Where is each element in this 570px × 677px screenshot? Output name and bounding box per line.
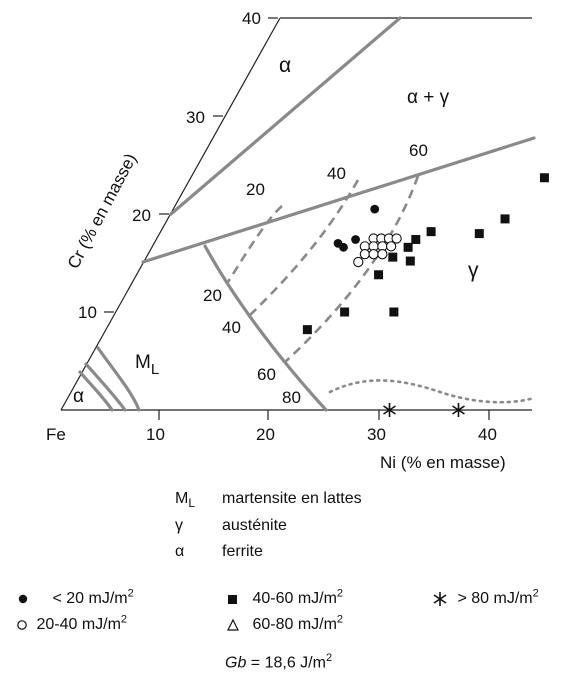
phase-legend-ml: ML martensite en lattes — [175, 490, 362, 511]
region-alpha-label: α — [279, 54, 291, 77]
contour-label-solid-80: 80 — [282, 388, 301, 407]
point-20-40 — [385, 241, 397, 252]
contour-dashed-60 — [284, 175, 420, 363]
region-alpha-gamma-label: α + γ — [407, 87, 450, 108]
phase-symbol-gamma: γ — [175, 517, 183, 534]
tick-labels: Fe 10 20 30 40 10 20 30 40 — [46, 9, 497, 444]
phase-text-ml: martensite en lattes — [222, 490, 362, 507]
point-40-60 — [403, 242, 413, 252]
legend-open-circle-icon — [17, 620, 27, 630]
region-alpha-corner-label: α — [73, 386, 84, 407]
alpha-corner-curve-2 — [84, 362, 127, 412]
contour-dashed-40 — [246, 179, 360, 319]
contour-solid-80 — [203, 244, 328, 412]
legend-20-40: 20-40 mJ/m2 — [16, 614, 127, 634]
y-tick-label-30: 30 — [186, 108, 205, 127]
legend-lt-20-text: < 20 mJ/m2 — [52, 588, 134, 608]
legend-lt-20: < 20 mJ/m2 — [18, 588, 134, 608]
legend-20-40-text: 20-40 mJ/m2 — [36, 614, 128, 634]
region-ml-sub: L — [151, 361, 159, 378]
x-tick-label-20: 20 — [256, 425, 275, 444]
points-20-40 — [353, 233, 402, 268]
contour-dashed-20 — [226, 205, 283, 283]
point-40-60 — [426, 227, 436, 237]
point-40-60 — [340, 307, 350, 317]
legend-filled-circle-icon — [18, 594, 28, 604]
contour-label-solid-40: 40 — [222, 318, 241, 337]
legend-gt-80: > 80 mJ/m2 — [431, 588, 539, 608]
points-lt-20 — [333, 204, 380, 252]
contour-label-dashed-20: 20 — [246, 180, 265, 199]
phase-legend-gamma: γ austénite — [175, 517, 287, 535]
y-tick-label-20: 20 — [132, 206, 151, 225]
point-gt-80 — [452, 403, 465, 417]
point-40-60 — [500, 214, 510, 224]
x-axis-title: Ni (% en masse) — [380, 453, 506, 472]
point-lt-20 — [351, 235, 360, 244]
y-tick-label-10: 10 — [78, 303, 97, 322]
legend-gt-80-text: > 80 mJ/m2 — [457, 588, 539, 608]
contour-label-dashed-60: 60 — [409, 141, 428, 160]
point-40-60 — [374, 270, 384, 280]
point-40-60 — [411, 234, 421, 244]
phase-text-alpha: ferrite — [222, 543, 263, 560]
point-20-40 — [368, 249, 379, 260]
point-20-40 — [353, 256, 364, 268]
contour-label-dashed-40: 40 — [327, 164, 346, 183]
point-40-60 — [539, 173, 549, 183]
point-40-60 — [474, 229, 484, 239]
region-ml-label: ML — [135, 352, 159, 378]
phase-text-gamma: austénite — [222, 517, 287, 534]
gb-value: Gb = 18,6 J/m2 — [225, 652, 332, 672]
legend-60-80-text: 60-80 mJ/m2 — [252, 614, 344, 634]
x-tick-label-30: 30 — [367, 425, 386, 444]
legend-asterisk-icon — [433, 592, 447, 607]
points-40-60 — [302, 173, 549, 335]
gb-symbol: Gb — [225, 654, 247, 672]
point-20-40 — [359, 249, 371, 260]
gb-text: = 18,6 J/m — [250, 654, 326, 672]
y-axis-title: Cr (% en masse) — [64, 150, 141, 272]
gb-sup: 2 — [325, 652, 333, 664]
legend-40-60: 40-60 mJ/m2 — [226, 588, 343, 608]
dashed-contours — [226, 175, 420, 363]
ticks — [104, 17, 490, 420]
m-l-boundary-curve — [96, 346, 141, 412]
point-40-60 — [302, 325, 312, 335]
point-40-60 — [405, 256, 415, 266]
legend-60-80: 60-80 mJ/m2 — [226, 614, 343, 634]
x-tick-label-40: 40 — [478, 425, 497, 444]
phase-legend-alpha: α ferrite — [175, 543, 263, 561]
contour-label-solid-20: 20 — [203, 286, 222, 305]
point-lt-20 — [339, 242, 348, 252]
phase-symbol-ml: ML — [175, 490, 196, 511]
alpha-corner-curve-1 — [78, 370, 114, 412]
x-origin-label: Fe — [46, 425, 66, 444]
region-ml-main: M — [135, 352, 151, 373]
point-lt-20 — [370, 204, 380, 214]
y-tick-label-40: 40 — [242, 9, 261, 28]
region-gamma-label: γ — [468, 259, 479, 282]
x-tick-label-10: 10 — [146, 425, 165, 444]
legend-filled-square-icon — [228, 595, 237, 605]
point-40-60 — [389, 307, 399, 317]
contour-labels: 20 40 60 20 40 60 80 — [203, 141, 428, 407]
phase-boundaries — [78, 16, 536, 412]
point-20-40 — [391, 233, 402, 244]
alpha-upper-boundary — [169, 16, 402, 216]
legend-open-triangle-icon — [227, 618, 239, 631]
point-gt-80 — [383, 403, 396, 417]
point-40-60 — [388, 252, 398, 262]
points-gt-80 — [383, 403, 465, 417]
point-20-40 — [377, 249, 388, 260]
phase-symbol-alpha: α — [175, 543, 185, 560]
contour-label-solid-60: 60 — [257, 365, 276, 384]
dotted-boundary-curve — [328, 379, 536, 404]
schaeffler-diagram: Fe 10 20 30 40 10 20 30 40 Ni (% en mass… — [46, 9, 549, 472]
alpha-gamma-lower-boundary — [141, 136, 536, 264]
legend-40-60-text: 40-60 mJ/m2 — [252, 588, 344, 608]
